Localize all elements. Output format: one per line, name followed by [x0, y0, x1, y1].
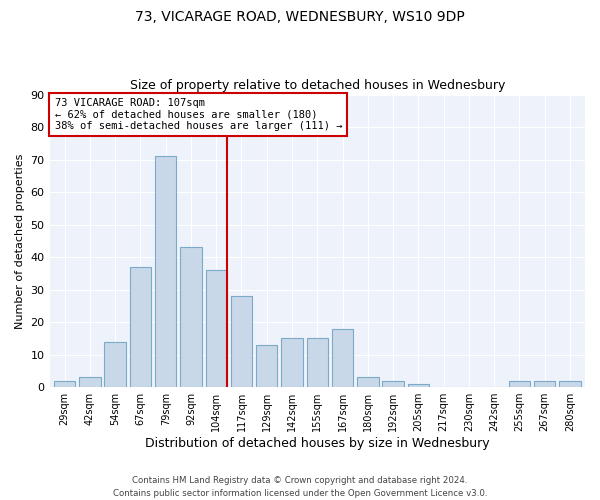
Bar [79, 378, 101, 387]
Bar [104, 342, 126, 387]
Title: Size of property relative to detached houses in Wednesbury: Size of property relative to detached ho… [130, 79, 505, 92]
Bar [332, 328, 353, 387]
Bar [130, 267, 151, 387]
Text: 73, VICARAGE ROAD, WEDNESBURY, WS10 9DP: 73, VICARAGE ROAD, WEDNESBURY, WS10 9DP [135, 10, 465, 24]
Bar [407, 384, 429, 387]
Bar [54, 380, 76, 387]
Bar [307, 338, 328, 387]
Bar [155, 156, 176, 387]
Text: Contains HM Land Registry data © Crown copyright and database right 2024.
Contai: Contains HM Land Registry data © Crown c… [113, 476, 487, 498]
Bar [534, 380, 556, 387]
Bar [559, 380, 581, 387]
Text: 73 VICARAGE ROAD: 107sqm
← 62% of detached houses are smaller (180)
38% of semi-: 73 VICARAGE ROAD: 107sqm ← 62% of detach… [55, 98, 342, 131]
Bar [256, 345, 277, 387]
Bar [382, 380, 404, 387]
Bar [206, 270, 227, 387]
Bar [509, 380, 530, 387]
Bar [180, 248, 202, 387]
Bar [281, 338, 303, 387]
Bar [357, 378, 379, 387]
X-axis label: Distribution of detached houses by size in Wednesbury: Distribution of detached houses by size … [145, 437, 490, 450]
Bar [231, 296, 252, 387]
Y-axis label: Number of detached properties: Number of detached properties [15, 153, 25, 328]
